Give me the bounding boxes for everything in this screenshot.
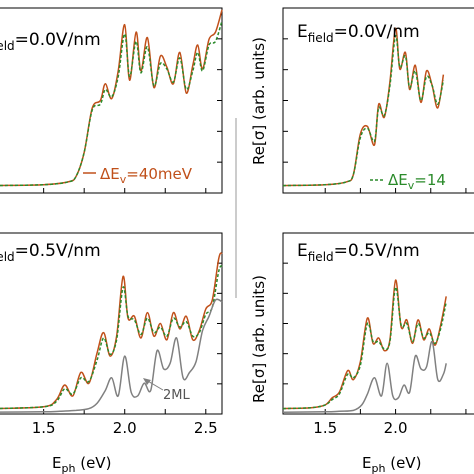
panel-label-bottom-right: Efield=0.5V/nm bbox=[297, 241, 420, 264]
legend-top-left: ΔEv=40meV bbox=[83, 165, 193, 186]
xlabel-right: Eph (eV) bbox=[362, 454, 421, 474]
annotation-label: 2ML bbox=[163, 388, 190, 403]
x-tick-label: 2.0 bbox=[113, 419, 137, 437]
x-tick-label: 1.5 bbox=[32, 419, 56, 437]
series-line-dashed-1 bbox=[0, 20, 223, 187]
panel-bottom-right: 1.5 2.0 bbox=[282, 232, 474, 437]
series-line-solid-2 bbox=[0, 298, 223, 413]
panel-top-right bbox=[282, 7, 474, 194]
panel-label-top-left: Efield=0.0V/nm bbox=[0, 30, 101, 53]
panel-label-top-right: Efield=0.0V/nm bbox=[297, 22, 420, 45]
series-line-solid-0 bbox=[0, 252, 223, 410]
xlabel-left: Eph (eV) bbox=[52, 454, 111, 474]
series-line-dashed-1 bbox=[282, 35, 445, 187]
legend-label-delta-ev-40: ΔEv=40meV bbox=[100, 165, 193, 186]
x-tick-label: 2.0 bbox=[384, 419, 408, 437]
series-line-solid-0 bbox=[282, 279, 447, 410]
panel-top-left bbox=[0, 7, 223, 194]
ylabel-bottom-right: Re[σ] (arb. units) bbox=[250, 275, 268, 403]
series-line-dashed-1 bbox=[0, 265, 223, 410]
panel-label-bottom-left: Efield=0.5V/nm bbox=[0, 241, 101, 264]
annotation-arrowhead bbox=[143, 378, 151, 385]
series-line-solid-0 bbox=[282, 27, 445, 187]
x-tick-label: 1.5 bbox=[313, 419, 337, 437]
legend-label-delta-ev-14: ΔEv=14 bbox=[388, 171, 446, 192]
panel-bottom-left: 1.5 2.0 2.5 bbox=[0, 232, 223, 437]
series-line-solid-2 bbox=[282, 340, 447, 413]
x-tick-label: 2.5 bbox=[194, 419, 218, 437]
ylabel-top-right: Re[σ] (arb. units) bbox=[250, 37, 268, 165]
series-line-dashed-1 bbox=[282, 286, 447, 410]
legend-top-right: ΔEv=14 bbox=[370, 171, 446, 192]
annotation-2ml: 2ML bbox=[143, 378, 190, 403]
